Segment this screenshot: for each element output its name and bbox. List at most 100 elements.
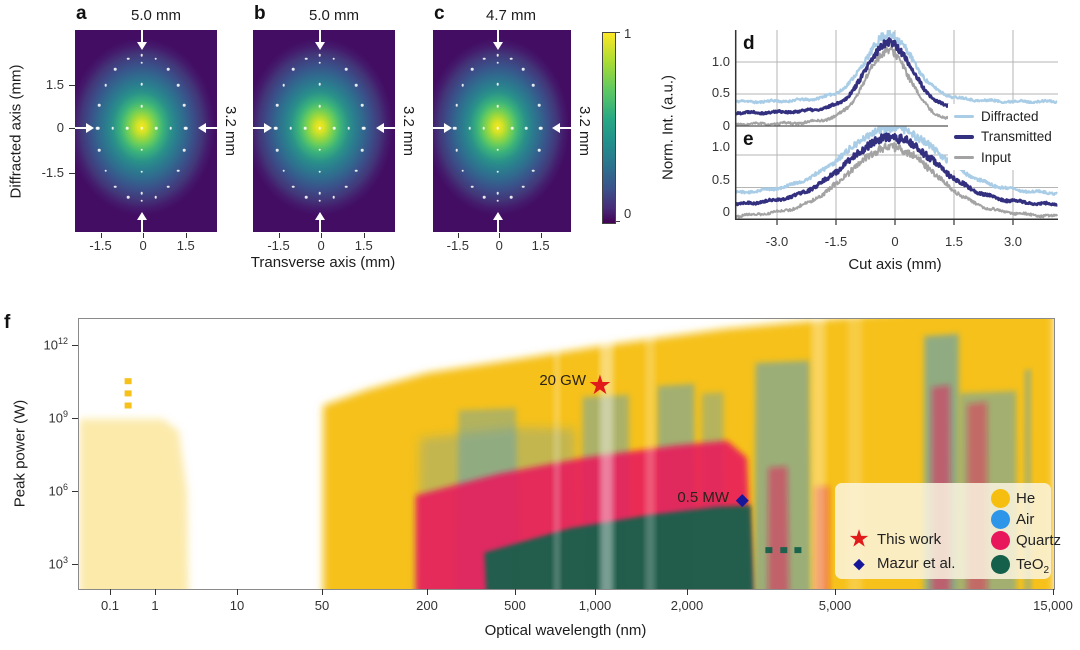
dashed-marker-series <box>124 378 802 554</box>
beam-size-dot <box>483 57 486 61</box>
quartz-swatch-icon <box>991 531 1010 550</box>
arrow-left-head <box>86 122 94 133</box>
beam-size-dot <box>114 67 117 71</box>
arrow-top-head <box>136 42 147 50</box>
f-x-axis-label: Optical wavelength (nm) <box>484 622 647 639</box>
panel-b-height-label: 3.2 mm <box>400 105 417 156</box>
beam-size-dot <box>318 83 322 86</box>
de-x-tick-label: 0 <box>891 234 899 249</box>
beam-size-dot <box>282 83 285 87</box>
panel-a-height-label: 3.2 mm <box>222 105 239 156</box>
annotation-20gw: 20 GW <box>539 372 586 389</box>
beam-size-dot <box>104 169 107 172</box>
x-tick-mark <box>100 233 102 238</box>
panel-b-letter: b <box>254 3 266 24</box>
this-work-star-marker <box>588 372 612 399</box>
beam-size-dot <box>468 126 471 130</box>
f-x-tick-mark <box>515 589 517 595</box>
arrow-right-head <box>552 122 560 133</box>
beam-size-dot <box>461 83 464 87</box>
f-x-tick-mark <box>322 589 324 595</box>
heatmap-panel-a <box>75 30 217 232</box>
panel-c-height-label: 3.2 mm <box>576 105 593 156</box>
de-y-tick-label: 1.0 <box>711 139 730 154</box>
beam-size-dot <box>531 169 535 172</box>
x-tick-label: 1.5 <box>531 238 550 253</box>
arrow-bottom-head <box>492 212 503 220</box>
mazur-diamond-marker <box>736 491 749 508</box>
x-tick-label: 1.5 <box>176 238 195 253</box>
beam-size-dot <box>125 126 129 130</box>
beam-size-dot <box>344 185 348 189</box>
beam-size-dot <box>318 104 322 108</box>
legend-label: Diffracted <box>981 108 1039 124</box>
input-line-swatch <box>954 156 974 160</box>
x-tick-mark <box>143 233 145 238</box>
beam-size-dot <box>522 185 525 189</box>
beam-size-dot <box>111 126 115 130</box>
f-y-tick-mark <box>72 563 78 565</box>
region-white <box>599 319 614 589</box>
de-plot-area: Diffracted Transmitted Input <box>734 30 1060 225</box>
beam-size-dot <box>496 199 500 202</box>
beam-size-dot <box>140 170 144 173</box>
beam-size-dot <box>176 169 180 172</box>
region-teo2 <box>484 505 754 589</box>
beam-size-dot <box>496 170 500 173</box>
beam-size-dot <box>275 104 279 107</box>
de-y-tick-label: 0 <box>722 204 730 219</box>
beam-size-dot <box>318 61 322 64</box>
de-y-tick-label: 1.0 <box>711 54 730 69</box>
beam-size-dot <box>509 57 513 61</box>
panel-d-letter: d <box>743 33 755 54</box>
beam-size-dot <box>282 169 285 172</box>
legend-item-input: Input <box>954 150 1060 165</box>
beam-size-dot <box>104 83 107 87</box>
beam-size-dot <box>332 195 335 199</box>
beam-size-dot <box>183 126 187 130</box>
x-tick-mark <box>321 233 323 238</box>
beam-size-dot <box>332 57 335 61</box>
x-tick-mark <box>540 233 542 238</box>
region-quartz <box>767 466 789 589</box>
beam-size-dot <box>496 126 500 130</box>
beam-size-dot <box>154 57 157 61</box>
f-y-tick-label: 1012 <box>43 336 68 353</box>
heatmap-panel-c <box>433 30 571 232</box>
f-y-tick-mark <box>72 490 78 492</box>
beam-size-dot <box>471 185 474 189</box>
beam-size-dot <box>496 83 500 86</box>
beam-size-dot <box>496 61 500 64</box>
arrow-left-head <box>264 122 272 133</box>
dashed-square-he <box>124 402 132 409</box>
de-y-tick-label: 0 <box>722 118 730 133</box>
panel-a-letter: a <box>76 3 87 24</box>
y-tick-mark <box>69 127 75 130</box>
y-tick-mark <box>69 84 75 87</box>
x-tick-mark <box>499 233 501 238</box>
beam-size-dot <box>509 195 513 199</box>
de-y-axis-label: Norm. Int. (a.u.) <box>659 74 677 181</box>
beam-size-dot <box>318 170 322 173</box>
colorbar-min-label: 0 <box>624 206 632 221</box>
curve-diffracted <box>735 126 1058 196</box>
f-x-tick-mark <box>1053 589 1055 595</box>
abc-x-axis-label: Transverse axis (mm) <box>250 254 396 271</box>
beam-size-dot <box>354 83 358 87</box>
beam-size-dot <box>304 195 308 199</box>
beam-size-dot <box>303 126 307 130</box>
x-tick-label: 0 <box>495 238 503 253</box>
x-tick-label: 0 <box>139 238 147 253</box>
f-x-tick-mark <box>237 589 239 595</box>
dashed-square-teo2 <box>794 547 802 554</box>
beam-size-dot <box>182 104 186 107</box>
x-tick-label: 0 <box>317 238 325 253</box>
f-x-tick-label: 10 <box>229 598 245 613</box>
beam-size-dot <box>182 149 186 152</box>
region-he <box>79 418 189 589</box>
arrow-bottom <box>318 219 321 232</box>
y-tick-label: 1.5 <box>45 76 64 92</box>
arrow-bottom <box>496 219 500 232</box>
de-x-axis-label: Cut axis (mm) <box>848 256 942 273</box>
beam-size-dot <box>537 149 541 152</box>
